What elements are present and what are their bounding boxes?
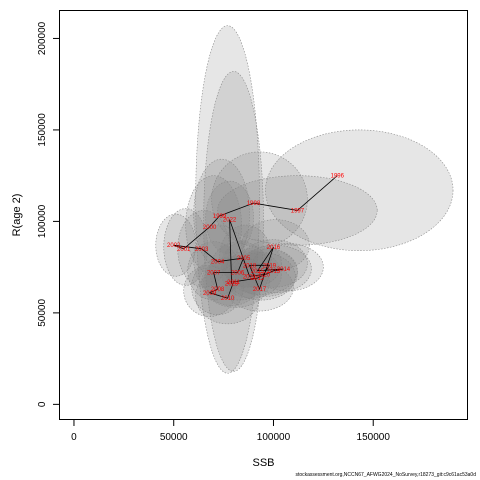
y-axis-label: R(age 2) — [11, 194, 23, 237]
y-axis: 0 50000 100000 150000 200000 — [37, 21, 60, 407]
year-label: 2015 — [251, 269, 265, 275]
year-label: 2006 — [231, 271, 245, 277]
confidence-ellipse — [241, 219, 310, 272]
year-label: 2013 — [267, 269, 281, 275]
footer-note: stockassessment.org,NCCN67_AFWG2024_NoSu… — [295, 472, 476, 478]
x-tick-label: 100000 — [257, 432, 291, 443]
confidence-ellipse — [239, 244, 312, 294]
year-label: 2004 — [211, 260, 225, 266]
year-label: 2011 — [227, 280, 241, 286]
y-tick-label: 150000 — [37, 113, 48, 147]
confidence-ellipse — [183, 265, 236, 317]
year-label: 2008 — [211, 287, 225, 293]
year-label: 2007 — [207, 271, 221, 277]
year-label: 2020 — [257, 272, 271, 278]
year-label: 2003 — [195, 247, 209, 253]
confidence-ellipse — [177, 210, 230, 288]
year-label: 2009 — [203, 291, 217, 297]
year-label: 2023 — [225, 282, 239, 288]
year-label: 2019 — [263, 263, 277, 269]
y-tick-label: 200000 — [37, 21, 48, 55]
x-axis: 0 50000 100000 150000 — [71, 419, 391, 443]
sr-path-line — [173, 175, 338, 299]
year-label: 1996 — [331, 174, 345, 180]
year-label: 2005 — [237, 256, 251, 262]
year-label: 2002 — [167, 243, 181, 249]
confidence-ellipse — [221, 239, 282, 288]
y-tick-label: 100000 — [37, 204, 48, 238]
year-label: 1998 — [247, 201, 261, 207]
confidence-ellipse — [225, 263, 294, 312]
year-label: 1999 — [213, 214, 227, 220]
time-series-path — [173, 175, 338, 299]
year-label: 2001 — [177, 247, 191, 253]
year-label: 2012 — [251, 276, 265, 282]
confidence-ellipse — [191, 259, 244, 316]
confidence-ellipse — [185, 175, 242, 275]
year-label: 2014 — [277, 267, 291, 273]
year-label: 2010 — [221, 296, 235, 302]
confidence-ellipse — [265, 129, 454, 251]
x-tick-label: 50000 — [160, 432, 188, 443]
confidence-ellipses — [155, 25, 454, 374]
year-label: 2021 — [243, 274, 257, 280]
confidence-ellipse — [203, 71, 264, 372]
year-label: 2022 — [223, 218, 237, 224]
confidence-ellipse — [187, 241, 240, 301]
year-label: 2018 — [243, 263, 257, 269]
y-tick-label: 0 — [37, 401, 48, 407]
confidence-ellipse — [195, 268, 260, 325]
year-label: 2000 — [203, 225, 217, 231]
year-label: 2016 — [267, 245, 281, 251]
y-tick-label: 50000 — [37, 299, 48, 327]
year-label: 2017 — [253, 287, 267, 293]
year-label: 1997 — [291, 208, 305, 214]
x-tick-label: 150000 — [357, 432, 391, 443]
confidence-ellipse — [211, 151, 308, 248]
x-tick-label: 0 — [71, 432, 77, 443]
confidence-ellipse — [205, 180, 254, 255]
x-axis-label: SSB — [252, 457, 274, 469]
